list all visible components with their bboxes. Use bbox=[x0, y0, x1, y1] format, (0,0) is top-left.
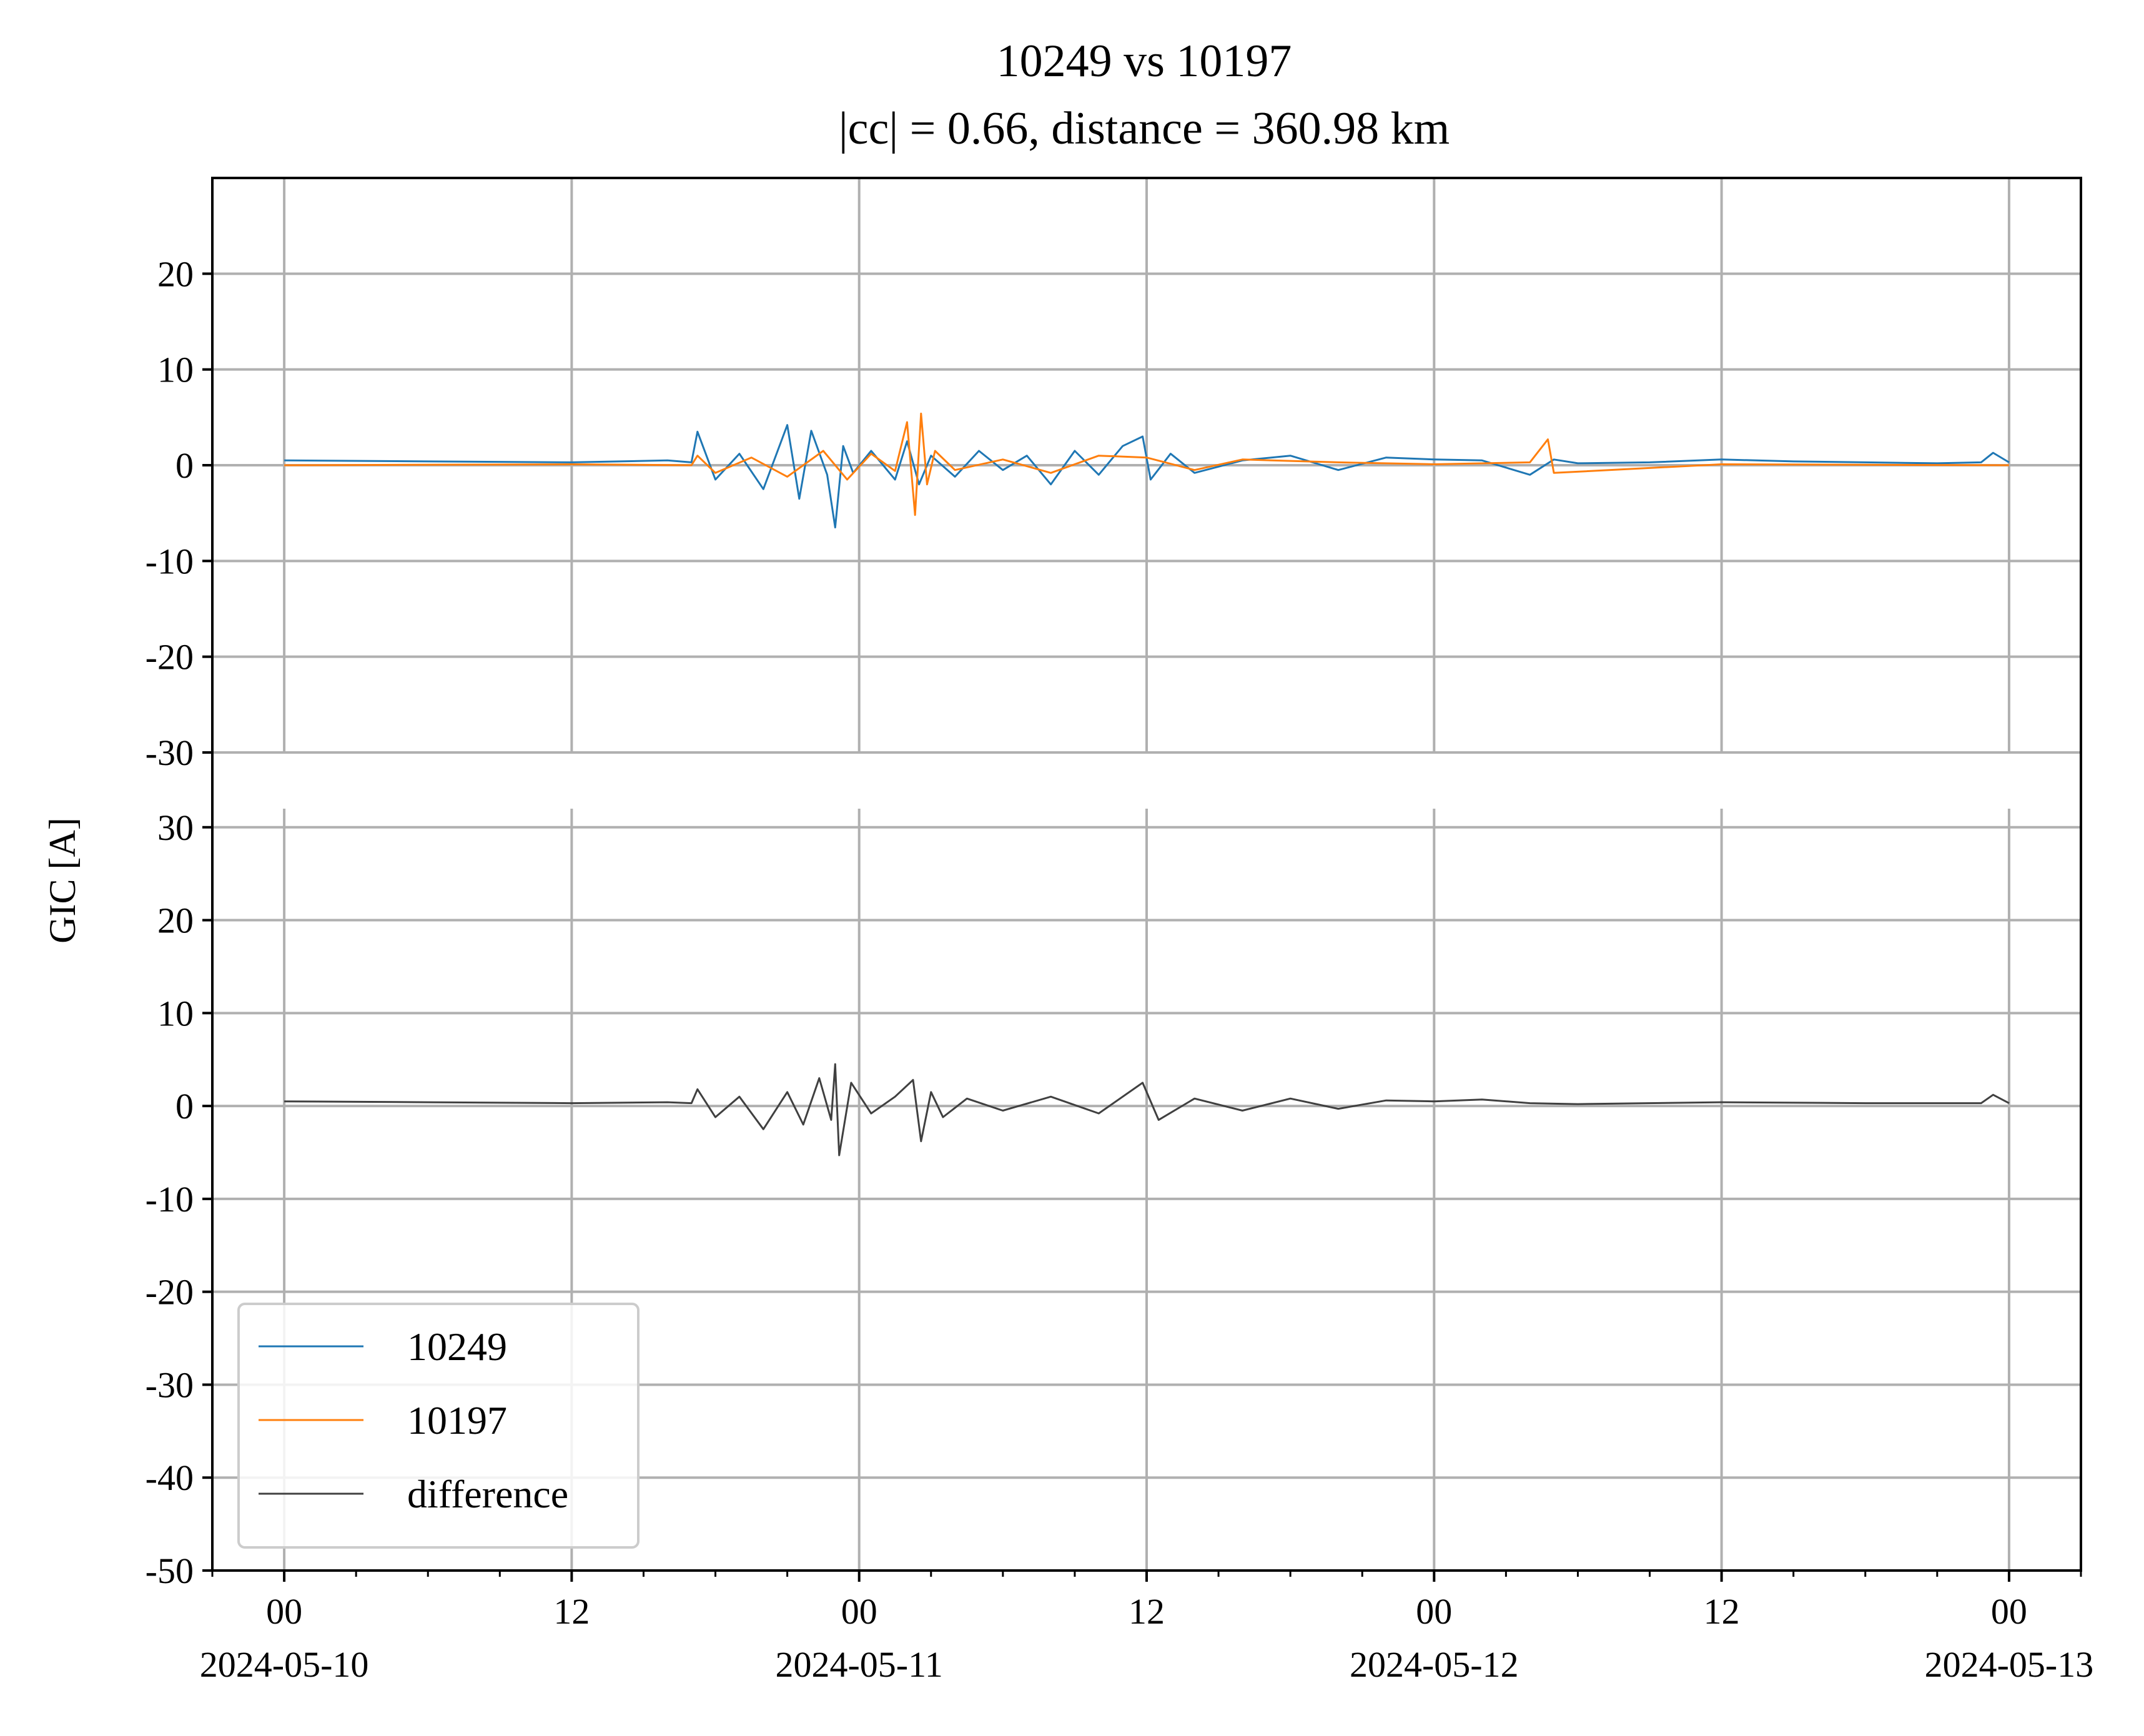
x-tick-hour-4: 00 bbox=[1416, 1591, 1452, 1632]
x-tick-hour-5: 12 bbox=[1704, 1591, 1740, 1632]
x-tick-hour-6: 00 bbox=[1991, 1591, 2027, 1632]
chart-subtitle: |cc| = 0.66, distance = 360.98 km bbox=[839, 103, 1450, 154]
y-tick-label-1-1: 20 bbox=[157, 900, 194, 941]
legend-label-10197: 10197 bbox=[407, 1398, 507, 1443]
y-tick-label-0-2: 0 bbox=[175, 445, 194, 486]
y-tick-label-0-4: -20 bbox=[146, 637, 194, 678]
x-tick-hour-3: 12 bbox=[1129, 1591, 1165, 1632]
series-layer bbox=[284, 412, 2010, 1157]
y-tick-label-1-7: -40 bbox=[146, 1457, 194, 1498]
y-tick-label-1-6: -30 bbox=[146, 1364, 194, 1405]
legend: 10249 10197 difference bbox=[237, 1303, 640, 1549]
y-tick-label-0-5: -30 bbox=[146, 732, 194, 773]
legend-box bbox=[237, 1303, 640, 1549]
y-tick-label-0-1: 10 bbox=[157, 350, 194, 390]
x-tick-date-2: 2024-05-11 bbox=[775, 1644, 942, 1685]
y-tick-label-0-0: 20 bbox=[157, 254, 194, 294]
x-tick-hour-1: 12 bbox=[553, 1591, 590, 1632]
x-tick-hour-2: 00 bbox=[841, 1591, 877, 1632]
x-tick-hour-0: 00 bbox=[266, 1591, 302, 1632]
x-tick-date-0: 2024-05-10 bbox=[200, 1644, 369, 1685]
axes-layer: 20 10 0 -10 -20 -30 30 20 10 0 -10 -20 -30 -40 -50 00 20… bbox=[146, 177, 2094, 1685]
legend-label-difference: difference bbox=[407, 1472, 568, 1516]
y-tick-label-1-3: 0 bbox=[175, 1086, 194, 1127]
y-tick-label-1-2: 10 bbox=[157, 993, 194, 1033]
x-tick-date-6: 2024-05-13 bbox=[1925, 1644, 2094, 1685]
y-tick-label-1-8: -50 bbox=[146, 1551, 194, 1591]
x-tick-date-4: 2024-05-12 bbox=[1350, 1644, 1519, 1685]
chart-title: 10249 vs 10197 bbox=[997, 36, 1292, 87]
y-tick-label-1-5: -20 bbox=[146, 1272, 194, 1313]
y-tick-label-0-3: -10 bbox=[146, 541, 194, 581]
series-line-difference bbox=[284, 1063, 2010, 1157]
legend-label-10249: 10249 bbox=[407, 1324, 507, 1369]
series-line-10197 bbox=[284, 412, 2009, 516]
y-tick-label-1-4: -10 bbox=[146, 1179, 194, 1220]
y-axis-label: GIC [A] bbox=[42, 817, 83, 944]
y-tick-label-1-0: 30 bbox=[157, 807, 194, 848]
